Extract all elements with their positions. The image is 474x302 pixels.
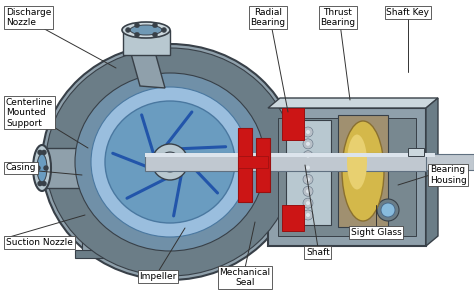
Circle shape: [126, 27, 130, 33]
Bar: [338, 115, 388, 227]
Circle shape: [303, 162, 313, 172]
Bar: [286, 120, 331, 225]
Ellipse shape: [91, 87, 249, 237]
Circle shape: [306, 154, 310, 158]
Circle shape: [377, 199, 399, 221]
Circle shape: [153, 32, 157, 37]
Text: Shaft Key: Shaft Key: [386, 8, 429, 17]
Circle shape: [44, 166, 48, 170]
Text: Casing: Casing: [6, 163, 36, 172]
Ellipse shape: [347, 134, 367, 189]
Circle shape: [152, 144, 188, 180]
Text: Suction Nozzle: Suction Nozzle: [6, 238, 73, 247]
Ellipse shape: [42, 44, 298, 280]
Text: Impeller: Impeller: [139, 272, 177, 281]
Text: Shaft: Shaft: [306, 248, 330, 257]
Circle shape: [303, 186, 313, 196]
Polygon shape: [42, 148, 90, 188]
Ellipse shape: [122, 22, 170, 38]
Circle shape: [381, 203, 395, 217]
Bar: [282, 108, 304, 140]
Bar: [268, 108, 426, 246]
Text: Mechanical
Seal: Mechanical Seal: [219, 268, 271, 288]
Circle shape: [303, 210, 313, 220]
Circle shape: [303, 139, 313, 149]
Ellipse shape: [37, 154, 47, 182]
Polygon shape: [256, 138, 270, 192]
Bar: [145, 153, 435, 157]
Bar: [282, 205, 304, 231]
Bar: [82, 238, 154, 252]
Circle shape: [306, 178, 310, 182]
Circle shape: [42, 182, 46, 186]
Ellipse shape: [75, 73, 265, 251]
Circle shape: [160, 152, 180, 172]
Circle shape: [303, 198, 313, 208]
Circle shape: [135, 32, 139, 37]
Ellipse shape: [130, 25, 162, 35]
Bar: [426, 154, 474, 170]
Polygon shape: [123, 30, 170, 55]
Circle shape: [306, 189, 310, 193]
Circle shape: [303, 175, 313, 185]
Bar: [408, 148, 424, 156]
Circle shape: [153, 23, 157, 28]
Circle shape: [306, 165, 310, 169]
Text: Centerline
Mounted
Support: Centerline Mounted Support: [6, 98, 53, 128]
Ellipse shape: [46, 48, 294, 276]
Circle shape: [162, 27, 166, 33]
Text: Sight Glass: Sight Glass: [351, 228, 401, 237]
Text: Thrust
Bearing: Thrust Bearing: [320, 8, 356, 27]
Ellipse shape: [342, 121, 384, 221]
Circle shape: [38, 182, 42, 186]
Circle shape: [306, 213, 310, 217]
Polygon shape: [426, 98, 438, 246]
Text: Radial
Bearing: Radial Bearing: [250, 8, 285, 27]
Circle shape: [303, 127, 313, 137]
Circle shape: [306, 130, 310, 134]
Circle shape: [42, 150, 46, 154]
Circle shape: [306, 201, 310, 205]
Text: Bearing
Housing: Bearing Housing: [430, 165, 467, 185]
Bar: [145, 153, 435, 171]
Polygon shape: [238, 128, 252, 202]
Circle shape: [135, 23, 139, 28]
Ellipse shape: [105, 101, 235, 223]
Circle shape: [36, 166, 40, 170]
Circle shape: [303, 151, 313, 161]
Bar: [278, 118, 416, 236]
Text: Discharge
Nozzle: Discharge Nozzle: [6, 8, 51, 27]
Circle shape: [38, 150, 42, 154]
Bar: [75, 250, 160, 258]
Bar: [238, 156, 268, 168]
Circle shape: [306, 142, 310, 146]
Polygon shape: [130, 50, 165, 88]
Ellipse shape: [33, 145, 51, 191]
Polygon shape: [268, 98, 438, 108]
